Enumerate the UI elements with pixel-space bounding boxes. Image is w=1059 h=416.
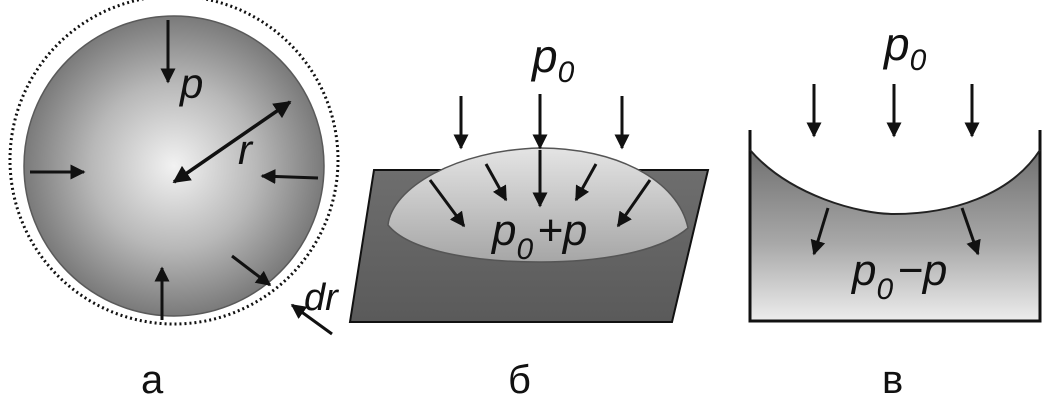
outer-film-circle: [8, 0, 340, 326]
pressure-arrow-diagonal: [231, 254, 272, 287]
label-inside-pressure: p0+p: [490, 206, 587, 266]
meniscus-surface: [749, 149, 1041, 216]
label-dr: dr: [304, 277, 339, 319]
drop-disc: [23, 15, 325, 317]
liquid-body: [750, 150, 1040, 320]
panel-b: p0 p0+p б: [348, 30, 710, 402]
caption-c: в: [882, 358, 903, 402]
label-pressure-p: p: [178, 60, 203, 107]
inside-arrow-right: [960, 207, 981, 256]
label-outside-pressure: p0: [530, 30, 575, 89]
radius-arrow: [172, 100, 292, 184]
label-inside-pressure: p0−p: [850, 246, 947, 306]
dr-pointer: [290, 303, 333, 336]
inside-arrow-4: [574, 163, 598, 202]
label-radius-r: r: [238, 126, 254, 173]
panel-a: p r dr а: [8, 0, 340, 402]
inside-arrow-5: [616, 179, 652, 228]
caption-b: б: [508, 358, 531, 402]
pressure-arrow-right: [260, 168, 319, 184]
inside-arrow-2: [484, 163, 508, 202]
caption-a: а: [141, 358, 164, 402]
container-walls: [748, 130, 1042, 323]
inside-arrow-1: [428, 179, 466, 228]
panel-c: p0 p0−p в: [748, 18, 1042, 402]
label-outside-pressure: p0: [882, 18, 927, 77]
inside-arrow-left: [810, 207, 830, 256]
